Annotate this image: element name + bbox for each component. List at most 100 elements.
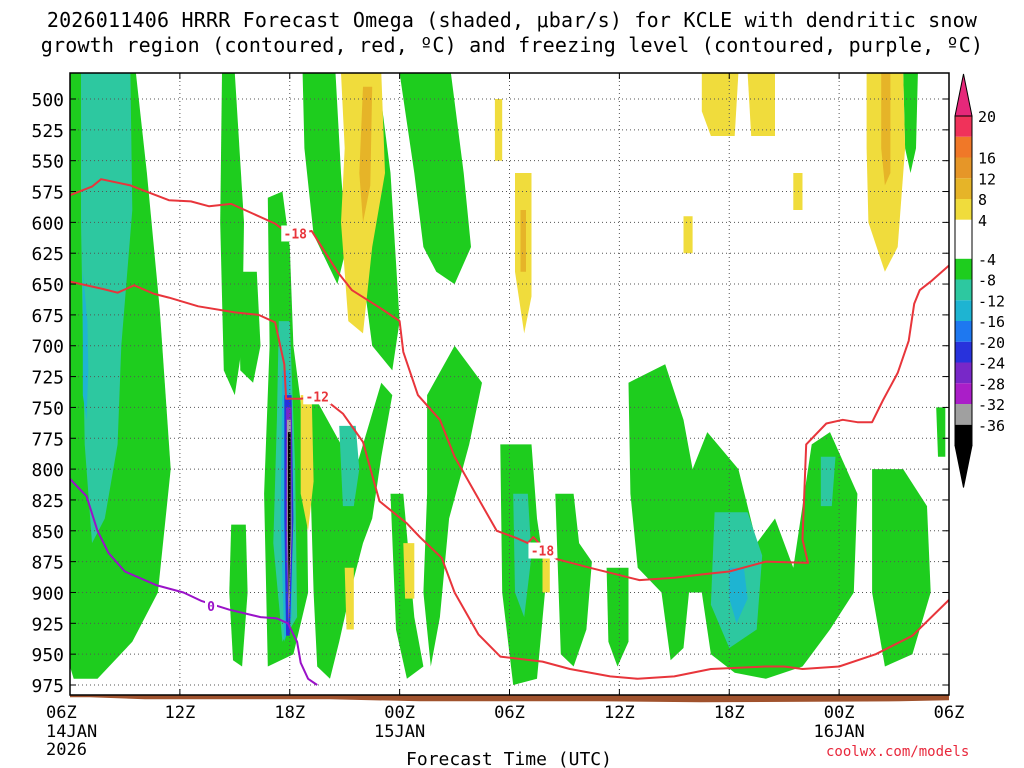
x-tick-label: 06Z [934, 703, 965, 723]
contour-label: -12 [305, 390, 328, 405]
terrain-layer [70, 695, 949, 703]
colorbar-segment [955, 136, 972, 158]
y-tick-label: 900 [31, 583, 64, 604]
colorbar-segment [955, 219, 972, 259]
chart-title-line2: growth region (contoured, red, ºC) and f… [40, 33, 984, 57]
contour-label-bg [205, 598, 218, 615]
x-tick-sublabel: 15JAN [374, 722, 425, 742]
colorbar-label: -8 [978, 272, 996, 290]
y-tick-label: 950 [31, 645, 64, 666]
colorbar-label: -24 [978, 355, 1005, 373]
colorbar: 20 16 12 8 4 -4 -8 -12 -16 -20 -24 -28 -32 -36 [954, 73, 1005, 488]
omega-region [359, 86, 373, 223]
colorbar-bottom-arrow [954, 445, 973, 488]
y-tick-label: 625 [31, 244, 64, 265]
credit-text[interactable]: coolwx.com/models [826, 744, 970, 760]
colorbar-segment [955, 321, 972, 342]
colorbar-segment [955, 116, 972, 137]
y-axis: 500 525 550 575 600 625 650 675 700 725 750 775 800 8… [31, 90, 949, 697]
x-tick-label: 00Z [824, 703, 855, 723]
omega-region [513, 493, 532, 618]
omega-region [423, 345, 482, 667]
omega-region [339, 425, 360, 507]
y-tick-label: 875 [31, 553, 64, 574]
chart-title-line1: 2026011406 HRRR Forecast Omega (shaded, … [46, 8, 978, 32]
colorbar-segment [955, 383, 972, 405]
omega-region [881, 73, 891, 186]
y-tick-label: 800 [31, 460, 64, 481]
y-tick-label: 850 [31, 522, 64, 543]
x-tick-label: 06Z [494, 703, 525, 723]
omega-region [701, 73, 739, 136]
contour-label-bg [281, 225, 310, 242]
omega-region [520, 210, 526, 272]
colorbar-segment [955, 424, 972, 446]
x-tick-label: 06Z [46, 703, 77, 723]
colorbar-segment [955, 404, 972, 425]
colorbar-label: -16 [978, 313, 1005, 331]
contour-label: 0 [207, 600, 215, 615]
omega-region [606, 567, 629, 667]
colorbar-segment [955, 341, 972, 363]
colorbar-label: 4 [978, 212, 987, 230]
dgz-contour [541, 264, 950, 582]
colorbar-label: -20 [978, 334, 1005, 352]
colorbar-segment [955, 279, 972, 301]
y-tick-label: 775 [31, 429, 64, 450]
y-tick-label: 825 [31, 491, 64, 512]
colorbar-segment [955, 157, 972, 179]
colorbar-label: 12 [978, 170, 996, 188]
x-tick-label: 00Z [384, 703, 415, 723]
omega-region [238, 271, 261, 383]
omega-region [81, 73, 133, 544]
x-tick-sublabel: 14JAN [46, 722, 97, 742]
y-tick-label: 975 [31, 676, 64, 697]
x-tick-year: 2026 [46, 740, 87, 760]
colorbar-segment [955, 178, 972, 200]
omega-region [747, 73, 775, 136]
y-tick-label: 500 [31, 90, 64, 111]
x-axis-title: Forecast Time (UTC) [406, 749, 612, 768]
colorbar-segment [955, 199, 972, 220]
contour-layer: -18 -12 -18 0 [69, 178, 950, 686]
omega-region [683, 216, 693, 254]
colorbar-label: -12 [978, 292, 1005, 310]
terrain [70, 695, 949, 703]
y-tick-label: 550 [31, 152, 64, 173]
y-tick-label: 700 [31, 337, 64, 358]
y-tick-label: 725 [31, 368, 64, 389]
colorbar-label: -36 [978, 417, 1005, 435]
x-tick-label: 18Z [714, 703, 745, 723]
colorbar-label: 16 [978, 150, 996, 168]
omega-region [872, 469, 931, 667]
contour-label-bg [303, 388, 332, 405]
x-tick-label: 18Z [274, 703, 305, 723]
y-tick-label: 675 [31, 306, 64, 327]
colorbar-label: 8 [978, 191, 987, 209]
colorbar-label: 20 [978, 108, 996, 126]
x-tick-label: 12Z [604, 703, 635, 723]
colorbar-segment [955, 300, 972, 322]
y-tick-label: 925 [31, 614, 64, 635]
omega-region [399, 73, 471, 285]
omega-region [403, 543, 415, 599]
colorbar-segment [955, 362, 972, 384]
omega-region [936, 407, 946, 457]
y-tick-label: 750 [31, 398, 64, 419]
y-tick-label: 525 [31, 121, 64, 142]
y-tick-label: 600 [31, 213, 64, 234]
omega-shading [70, 73, 946, 685]
colorbar-label: -28 [978, 375, 1005, 393]
omega-region [793, 173, 803, 210]
omega-region [344, 567, 354, 630]
contour-label-bg [528, 542, 557, 559]
omega-region [555, 493, 592, 667]
x-tick-label: 12Z [165, 703, 196, 723]
contour-label: -18 [284, 227, 308, 242]
omega-region [903, 73, 918, 173]
dgz-contour [69, 280, 950, 680]
omega-region [229, 524, 248, 667]
contour-label: -18 [531, 545, 555, 560]
y-tick-label: 650 [31, 275, 64, 296]
